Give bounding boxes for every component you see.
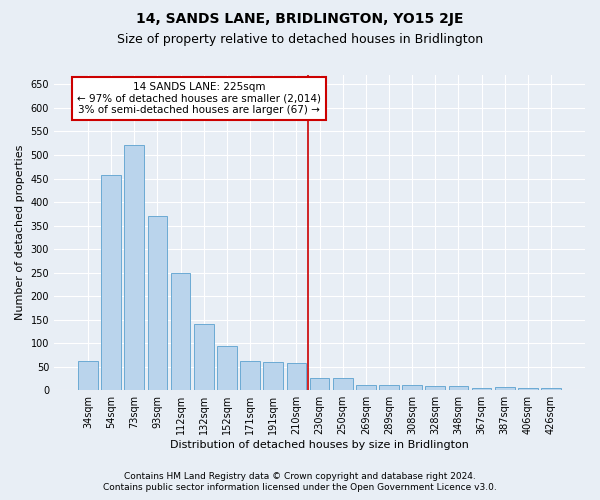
Bar (263, 362, 283, 390)
Bar (194, 324, 214, 390)
Bar (379, 384, 399, 390)
Bar (217, 346, 237, 390)
Bar (78, 360, 98, 390)
Text: 14, SANDS LANE, BRIDLINGTON, YO15 2JE: 14, SANDS LANE, BRIDLINGTON, YO15 2JE (136, 12, 464, 26)
X-axis label: Distribution of detached houses by size in Bridlington: Distribution of detached houses by size … (170, 440, 469, 450)
Bar (333, 378, 353, 390)
Bar (240, 360, 260, 390)
Bar (472, 388, 491, 390)
Bar (449, 386, 468, 390)
Text: 14 SANDS LANE: 225sqm
← 97% of detached houses are smaller (2,014)
3% of semi-de: 14 SANDS LANE: 225sqm ← 97% of detached … (77, 82, 321, 116)
Bar (425, 386, 445, 390)
Bar (495, 387, 515, 390)
Bar (124, 144, 144, 390)
Bar (356, 385, 376, 390)
Bar (101, 175, 121, 390)
Bar (148, 216, 167, 390)
Text: Contains HM Land Registry data © Crown copyright and database right 2024.: Contains HM Land Registry data © Crown c… (124, 472, 476, 481)
Bar (518, 388, 538, 390)
Bar (287, 364, 306, 390)
Y-axis label: Number of detached properties: Number of detached properties (15, 145, 25, 320)
Text: Contains public sector information licensed under the Open Government Licence v3: Contains public sector information licen… (103, 484, 497, 492)
Bar (171, 273, 190, 390)
Bar (541, 388, 561, 390)
Text: Size of property relative to detached houses in Bridlington: Size of property relative to detached ho… (117, 32, 483, 46)
Bar (402, 384, 422, 390)
Bar (310, 378, 329, 390)
